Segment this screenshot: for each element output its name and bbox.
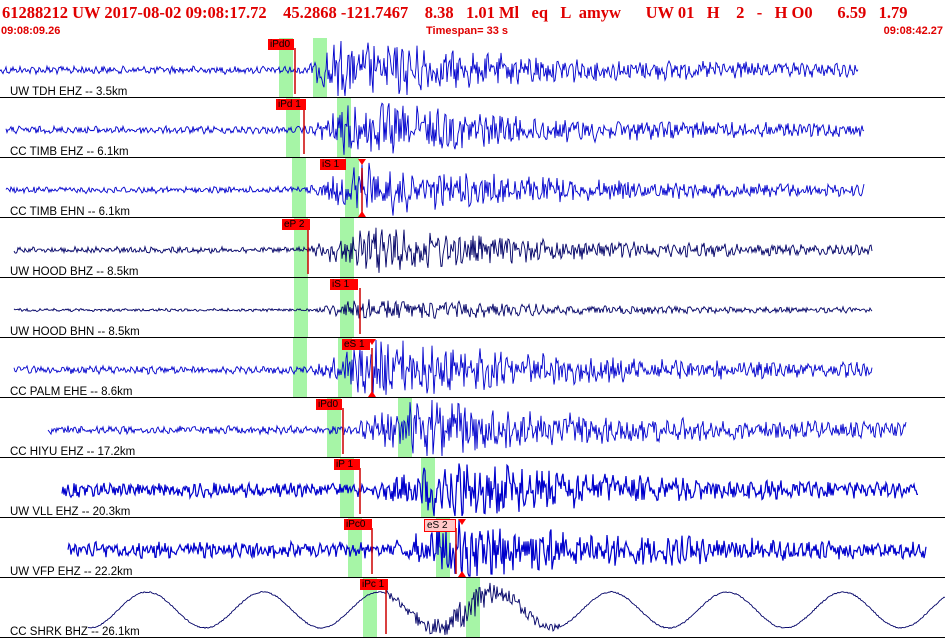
seismogram-panel[interactable]: UW TDH EHZ -- 3.5km iPd0 CC TIMB EHZ -- 6.… <box>0 38 945 640</box>
pick-label[interactable]: iPd 1 <box>276 99 306 110</box>
pick-window <box>292 158 306 218</box>
waveform-trace <box>5 102 865 155</box>
station-label: CC PALM EHE -- 8.6km <box>10 386 133 398</box>
amplitude-marker-icon <box>368 339 376 345</box>
amplitude-marker-icon <box>358 159 366 165</box>
event-summary-title: 61288212 UW 2017-08-02 09:08:17.72 45.28… <box>2 3 908 22</box>
station-label: CC TIMB EHN -- 6.1km <box>10 206 130 218</box>
start-time: 09:08:09.26 <box>1 25 61 37</box>
station-label: CC HIYU EHZ -- 17.2km <box>10 446 136 458</box>
station-label: CC TIMB EHZ -- 6.1km <box>10 146 129 158</box>
channel-row[interactable] <box>0 218 945 278</box>
channel-row[interactable] <box>0 578 945 638</box>
station-label: UW TDH EHZ -- 3.5km <box>10 86 128 98</box>
waveform-trace <box>13 227 873 273</box>
pick-label[interactable]: iPc0 <box>344 519 372 530</box>
station-label: CC SHRK BHZ -- 26.1km <box>10 626 140 638</box>
station-label: UW HOOD BHZ -- 8.5km <box>10 266 139 278</box>
pick-label[interactable]: iPd0 <box>268 39 294 50</box>
pick-label[interactable]: iS 1 <box>330 279 358 290</box>
waveform-trace <box>87 582 945 636</box>
pick-window <box>294 278 308 338</box>
channel-row[interactable] <box>0 458 945 518</box>
pick-label[interactable]: iPd0 <box>316 399 342 410</box>
station-label: UW VLL EHZ -- 20.3km <box>10 506 131 518</box>
amplitude-marker-icon <box>368 391 376 397</box>
waveform-trace <box>13 339 873 396</box>
waveform-trace <box>67 519 927 577</box>
waveform-trace <box>13 299 873 319</box>
pick-window <box>338 338 352 398</box>
pick-label[interactable]: eS 1 <box>342 339 370 350</box>
channel-row[interactable] <box>0 98 945 158</box>
amplitude-marker-icon <box>358 211 366 217</box>
station-label: UW HOOD BHN -- 8.5km <box>10 326 140 338</box>
pick-window <box>279 38 293 98</box>
waveform-trace <box>5 162 865 216</box>
amplitude-marker-icon <box>458 519 466 525</box>
pick-label[interactable]: iP 1 <box>334 459 360 470</box>
timespan-readout: Timespan= 33 s <box>426 25 509 37</box>
waveform-canvas[interactable] <box>0 38 945 640</box>
event-header: 61288212 UW 2017-08-02 09:08:17.72 45.28… <box>0 0 945 38</box>
station-label: UW VFP EHZ -- 22.2km <box>10 566 133 578</box>
pick-label[interactable]: iPc 1 <box>360 579 388 590</box>
channel-row[interactable] <box>0 278 945 338</box>
amplitude-marker-icon <box>458 571 466 577</box>
waveform-trace <box>0 40 859 97</box>
pick-window <box>286 98 300 158</box>
pick-window <box>313 38 327 98</box>
end-time: 09:08:42.27 <box>883 25 943 37</box>
channel-row[interactable] <box>0 158 945 218</box>
channel-row[interactable] <box>0 38 945 98</box>
waveform-trace <box>61 463 918 517</box>
channel-row[interactable] <box>0 338 945 398</box>
pick-window <box>466 578 480 638</box>
channel-row[interactable] <box>0 518 945 578</box>
waveform-trace <box>47 399 907 457</box>
pick-label[interactable]: iS 1 <box>320 159 346 170</box>
pick-window <box>294 218 308 278</box>
pick-window <box>348 518 362 578</box>
pick-label[interactable]: eS 2 <box>424 519 456 532</box>
channel-row[interactable] <box>0 398 945 458</box>
pick-window <box>327 398 341 458</box>
pick-label[interactable]: eP 2 <box>282 219 310 230</box>
